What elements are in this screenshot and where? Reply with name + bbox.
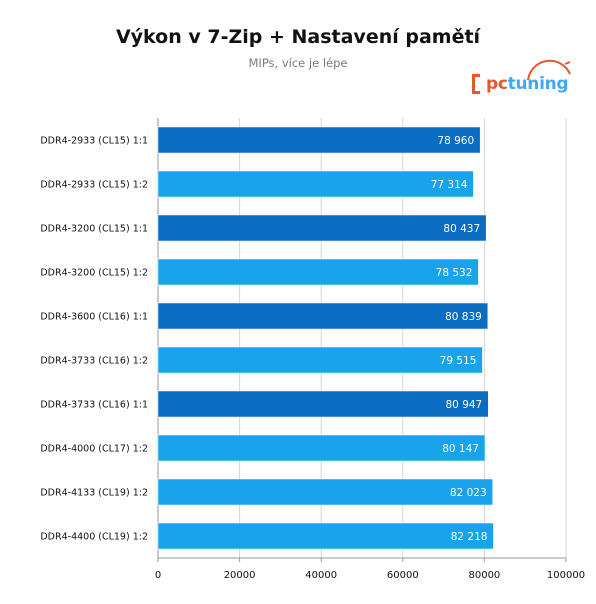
category-label: DDR4-3200 (CL15) 1:2 <box>40 268 148 279</box>
pctuning-logo: pctuning <box>470 58 580 100</box>
x-tick-label: 60000 <box>387 570 419 581</box>
value-label: 78 532 <box>436 267 473 279</box>
category-label: DDR4-2933 (CL15) 1:2 <box>40 180 148 191</box>
value-label: 82 023 <box>450 487 487 499</box>
bar-1 <box>157 170 474 198</box>
logo-pc: pc <box>486 74 508 94</box>
bar-8 <box>157 478 493 506</box>
value-label: 80 839 <box>445 311 482 323</box>
chart-subtitle: MIPs, více je lépe <box>248 56 348 70</box>
logo-tuning: tuning <box>507 74 569 94</box>
logo-gauge-icon <box>527 59 571 81</box>
bar-9 <box>157 522 494 550</box>
x-tick-label: 40000 <box>305 570 337 581</box>
bar-6 <box>157 390 489 418</box>
bar-4 <box>157 302 489 330</box>
chart-title: Výkon v 7-Zip + Nastavení pamětí <box>115 26 481 48</box>
bar-3 <box>157 258 479 286</box>
bar-7 <box>157 434 486 462</box>
category-label: DDR4-3200 (CL15) 1:1 <box>40 224 148 235</box>
bar-5 <box>157 346 483 374</box>
value-label: 82 218 <box>451 531 488 543</box>
x-tick-label: 20000 <box>224 570 256 581</box>
x-tick-label: 80000 <box>468 570 500 581</box>
category-label: DDR4-3600 (CL16) 1:1 <box>40 312 148 323</box>
logo-bracket-icon <box>472 74 480 94</box>
value-label: 78 960 <box>437 135 474 147</box>
value-label: 80 947 <box>446 399 483 411</box>
x-tick-label: 0 <box>155 570 161 581</box>
category-label: DDR4-4000 (CL17) 1:2 <box>40 444 148 455</box>
category-label: DDR4-3733 (CL16) 1:1 <box>40 400 148 411</box>
category-label: DDR4-4133 (CL19) 1:2 <box>40 488 148 499</box>
x-tick-label: 100000 <box>547 570 585 581</box>
value-label: 80 437 <box>443 223 480 235</box>
bar-2 <box>157 214 487 242</box>
category-label: DDR4-3733 (CL16) 1:2 <box>40 356 148 367</box>
value-label: 80 147 <box>442 443 479 455</box>
category-label: DDR4-4400 (CL19) 1:2 <box>40 532 148 543</box>
logo-text: pctuning <box>486 74 569 94</box>
category-label: DDR4-2933 (CL15) 1:1 <box>40 136 148 147</box>
value-label: 77 314 <box>431 179 468 191</box>
bar-0 <box>157 126 481 154</box>
value-label: 79 515 <box>440 355 477 367</box>
